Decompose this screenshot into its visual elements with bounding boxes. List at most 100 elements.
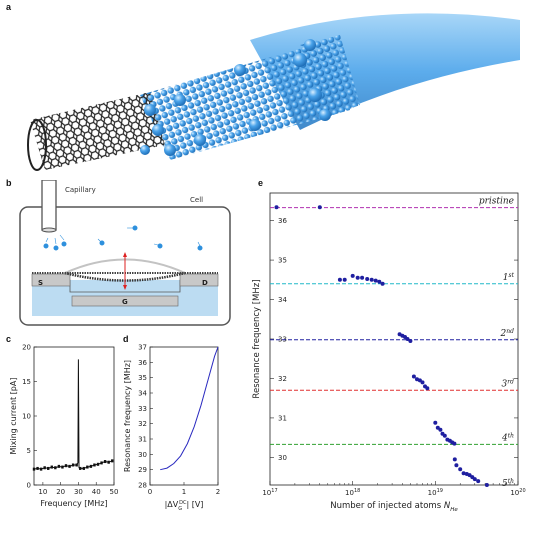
y-tick-label: 34 — [138, 390, 147, 398]
y-tick-label: 20 — [22, 344, 31, 352]
data-point — [36, 466, 39, 470]
data-point — [64, 464, 68, 468]
data-point — [61, 465, 64, 469]
cell-label: Cell — [190, 196, 203, 204]
data-point — [71, 463, 75, 467]
data-point — [484, 483, 489, 487]
data-point — [454, 463, 459, 468]
annotation-4th: 4th — [501, 432, 514, 444]
data-point — [411, 374, 416, 379]
data-point — [96, 462, 100, 466]
data-line — [33, 359, 113, 470]
data-point — [461, 471, 466, 476]
nanotube-illustration — [27, 13, 520, 171]
data-point — [39, 467, 43, 471]
data-point — [472, 477, 477, 482]
data-line — [160, 346, 219, 471]
data-point — [442, 433, 447, 438]
data-point — [373, 278, 378, 283]
data-point — [438, 427, 443, 432]
chart-resonance-vs-atoms: 1017 1018 1019 102030313233343536pristine1s… — [252, 192, 526, 513]
data-point — [93, 463, 96, 467]
panel-letter-b: b — [6, 178, 12, 188]
data-point — [337, 277, 342, 282]
y-tick-label: 0 — [27, 482, 31, 490]
x-axis-label: Number of injected atoms NHe — [330, 501, 458, 513]
capillary-label: Capillary — [65, 186, 96, 194]
data-point — [82, 466, 85, 470]
x-tick-label: 1 — [182, 488, 186, 496]
annotation-pristine: pristine — [479, 197, 514, 207]
y-tick-label: 33 — [138, 405, 147, 413]
x-tick-label: 1020 — [510, 488, 525, 497]
data-point — [458, 467, 463, 472]
gate-electrode — [71, 295, 179, 307]
data-point — [369, 277, 374, 282]
data-point — [420, 380, 425, 385]
x-tick-label: 1019 — [428, 488, 443, 497]
y-tick-label: 5 — [27, 447, 31, 455]
panel-letter-d: d — [123, 334, 129, 344]
panel-letter-c: c — [6, 334, 12, 344]
data-point — [100, 461, 103, 465]
panel-letter-a: a — [6, 2, 12, 12]
data-point — [57, 464, 61, 468]
y-tick-label: 36 — [278, 217, 287, 225]
plot-frame — [269, 192, 519, 486]
x-tick-label: 1018 — [345, 488, 360, 497]
data-point — [350, 273, 355, 278]
y-tick-label: 10 — [22, 413, 31, 421]
data-point — [111, 459, 114, 463]
y-axis-label: Resonance frequency [MHz] — [252, 279, 262, 398]
capillary — [41, 180, 57, 231]
annotation-1st: 1st — [503, 271, 515, 283]
y-tick-label: 32 — [278, 375, 287, 383]
y-tick-label: 28 — [138, 482, 147, 490]
x-tick-label: 2 — [216, 488, 220, 496]
drain-label: D — [202, 279, 208, 287]
data-point — [360, 275, 365, 280]
source-label: S — [38, 279, 43, 287]
device-schematic: Cell Capillary S D G — [19, 180, 231, 326]
data-point — [79, 466, 82, 470]
y-tick-label: 35 — [278, 257, 287, 265]
gate-label: G — [122, 298, 128, 306]
annotation-2nd: 2nd — [500, 327, 515, 339]
x-axis-label: |ΔVGDC| [V] — [165, 500, 204, 512]
data-point — [452, 441, 457, 446]
chart-mixing-current: 10 20 30 40 50 0 5 10 15 20 Frequency [MHz] Mixing … — [9, 344, 119, 509]
data-point — [355, 275, 360, 280]
data-point — [75, 463, 78, 467]
y-tick-label: 34 — [278, 296, 287, 304]
x-tick-label: 0 — [148, 488, 152, 496]
y-tick-label: 15 — [22, 378, 31, 386]
y-axis-label: Resonance frequency [MHz] — [123, 360, 132, 472]
data-point — [342, 277, 347, 282]
x-tick-label: 1017 — [262, 488, 277, 497]
data-point — [32, 467, 36, 471]
data-point — [380, 281, 385, 286]
x-tick-label: 50 — [110, 488, 119, 496]
y-tick-label: 31 — [278, 414, 287, 422]
x-axis-label: Frequency [MHz] — [40, 499, 107, 508]
data-point — [476, 479, 481, 484]
drain-electrode — [179, 273, 219, 287]
y-tick-label: 29 — [138, 466, 147, 474]
plot-frame — [149, 346, 219, 486]
data-point — [425, 386, 430, 391]
data-point — [377, 279, 382, 284]
atom-layer — [140, 40, 350, 160]
x-tick-label: 20 — [56, 488, 65, 496]
data-point — [274, 205, 279, 210]
y-tick-label: 32 — [138, 420, 147, 428]
data-point — [107, 460, 110, 464]
data-point — [54, 466, 57, 470]
falling-atoms — [43, 225, 203, 251]
y-tick-label: 30 — [278, 454, 287, 462]
data-point — [47, 466, 50, 470]
x-tick-label: 30 — [74, 488, 83, 496]
annotation-3rd: 3rd — [502, 378, 515, 390]
y-tick-label: 37 — [138, 344, 147, 352]
y-tick-label: 35 — [138, 374, 147, 382]
data-point — [317, 205, 322, 210]
